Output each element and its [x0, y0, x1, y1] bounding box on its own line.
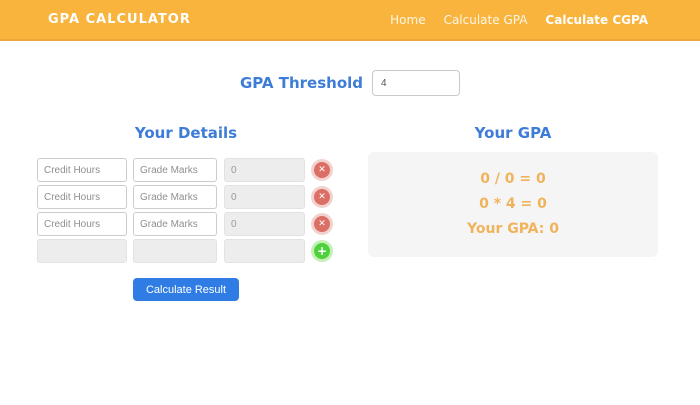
- calculate-result-button[interactable]: Calculate Result: [132, 278, 240, 301]
- row-result-input: [224, 212, 305, 236]
- detail-row: ✕: [37, 185, 335, 209]
- detail-row: ✕: [37, 158, 335, 182]
- calculate-button-wrap: Calculate Result: [37, 278, 335, 301]
- remove-row-button[interactable]: ✕: [314, 162, 330, 178]
- grade-marks-input[interactable]: [133, 212, 217, 236]
- add-icon: +: [316, 244, 328, 258]
- gpa-multiplication-line: 0 * 4 = 0: [479, 196, 547, 212]
- row-result-input-disabled: [224, 239, 305, 263]
- remove-row-button[interactable]: ✕: [314, 216, 330, 232]
- nav-item-home[interactable]: Home: [390, 12, 426, 27]
- details-heading: Your Details: [134, 124, 238, 142]
- credit-hours-input[interactable]: [37, 185, 127, 209]
- add-row: +: [37, 239, 335, 263]
- row-result-input: [224, 158, 305, 182]
- detail-row: ✕: [37, 212, 335, 236]
- remove-icon: ✕: [318, 191, 326, 202]
- navbar: GPA CALCULATOR Home Calculate GPA Calcul…: [0, 0, 700, 41]
- nav-item-calculate-gpa[interactable]: Calculate GPA: [443, 12, 528, 27]
- gpa-result-heading: Your GPA: [474, 124, 552, 142]
- gpa-result-section: Your GPA 0 / 0 = 0 0 * 4 = 0 Your GPA: 0: [368, 124, 658, 257]
- grade-marks-input[interactable]: [133, 185, 217, 209]
- brand-title[interactable]: GPA CALCULATOR: [48, 12, 191, 27]
- gpa-threshold-input[interactable]: [372, 70, 461, 96]
- nav-item-calculate-cgpa[interactable]: Calculate CGPA: [545, 12, 648, 27]
- gpa-result-panel: 0 / 0 = 0 0 * 4 = 0 Your GPA: 0: [368, 152, 658, 257]
- gpa-threshold-section: GPA Threshold: [0, 70, 700, 96]
- credit-hours-input-disabled: [37, 239, 127, 263]
- remove-icon: ✕: [318, 218, 326, 229]
- grade-marks-input[interactable]: [133, 158, 217, 182]
- credit-hours-input[interactable]: [37, 158, 127, 182]
- add-row-button[interactable]: +: [314, 243, 330, 259]
- nav-links: Home Calculate GPA Calculate CGPA: [390, 13, 648, 27]
- gpa-division-line: 0 / 0 = 0: [480, 171, 546, 187]
- gpa-final-line: Your GPA: 0: [467, 221, 559, 237]
- remove-row-button[interactable]: ✕: [314, 189, 330, 205]
- row-result-input: [224, 185, 305, 209]
- credit-hours-input[interactable]: [37, 212, 127, 236]
- grade-marks-input-disabled: [133, 239, 217, 263]
- remove-icon: ✕: [318, 164, 326, 175]
- details-section: Your Details ✕ ✕ ✕: [37, 124, 335, 301]
- gpa-threshold-label: GPA Threshold: [239, 74, 364, 92]
